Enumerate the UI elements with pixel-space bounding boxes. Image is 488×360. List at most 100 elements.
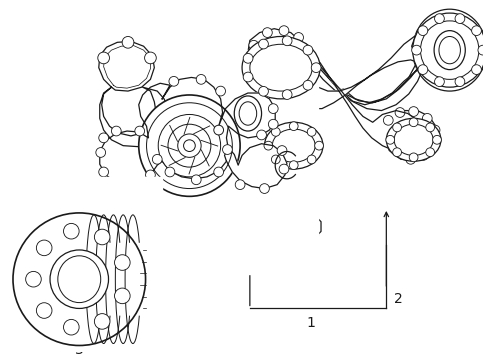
- Circle shape: [244, 229, 254, 238]
- Circle shape: [139, 95, 240, 196]
- Circle shape: [289, 122, 298, 131]
- Circle shape: [222, 145, 232, 154]
- Circle shape: [162, 113, 269, 221]
- Circle shape: [264, 141, 272, 150]
- Circle shape: [408, 118, 417, 127]
- Circle shape: [412, 13, 486, 87]
- Circle shape: [152, 154, 162, 164]
- Circle shape: [98, 52, 109, 64]
- Circle shape: [468, 37, 478, 47]
- Polygon shape: [99, 41, 154, 91]
- Circle shape: [117, 108, 129, 119]
- Circle shape: [47, 233, 105, 292]
- Polygon shape: [225, 87, 293, 138]
- Circle shape: [63, 224, 79, 239]
- Circle shape: [418, 39, 427, 49]
- Polygon shape: [247, 29, 308, 81]
- Circle shape: [165, 167, 174, 177]
- Polygon shape: [84, 50, 318, 274]
- Circle shape: [243, 72, 252, 82]
- Circle shape: [385, 135, 394, 144]
- Circle shape: [286, 71, 296, 80]
- Circle shape: [417, 26, 427, 36]
- Circle shape: [461, 22, 470, 32]
- Circle shape: [424, 21, 433, 31]
- Circle shape: [258, 39, 268, 49]
- Circle shape: [420, 55, 429, 65]
- Circle shape: [303, 45, 312, 55]
- Ellipse shape: [264, 122, 322, 169]
- Circle shape: [418, 150, 427, 160]
- Circle shape: [184, 136, 246, 198]
- Polygon shape: [100, 87, 169, 147]
- Circle shape: [99, 133, 108, 143]
- Circle shape: [303, 80, 312, 90]
- Circle shape: [301, 45, 311, 55]
- Circle shape: [114, 256, 128, 269]
- Circle shape: [69, 305, 83, 318]
- Circle shape: [96, 148, 105, 157]
- Circle shape: [411, 45, 421, 55]
- Polygon shape: [257, 21, 475, 111]
- Circle shape: [144, 52, 156, 64]
- Circle shape: [470, 26, 480, 36]
- Circle shape: [63, 319, 79, 335]
- Circle shape: [169, 76, 178, 86]
- Circle shape: [477, 45, 487, 55]
- Circle shape: [256, 130, 266, 140]
- Polygon shape: [100, 77, 275, 185]
- Ellipse shape: [10, 193, 142, 333]
- Circle shape: [445, 72, 455, 81]
- Circle shape: [243, 54, 252, 63]
- Ellipse shape: [431, 29, 466, 72]
- Circle shape: [282, 36, 291, 46]
- Circle shape: [470, 65, 480, 75]
- Circle shape: [145, 170, 155, 180]
- Polygon shape: [288, 27, 427, 109]
- Circle shape: [122, 36, 134, 48]
- Circle shape: [429, 125, 439, 135]
- Circle shape: [101, 221, 115, 235]
- Circle shape: [314, 141, 323, 150]
- Circle shape: [158, 114, 220, 177]
- Circle shape: [408, 107, 418, 116]
- Circle shape: [454, 77, 464, 86]
- Circle shape: [408, 153, 417, 162]
- Circle shape: [425, 123, 434, 132]
- Circle shape: [124, 178, 134, 188]
- Circle shape: [277, 146, 286, 156]
- Circle shape: [268, 104, 278, 113]
- Circle shape: [258, 86, 268, 96]
- Circle shape: [417, 65, 427, 75]
- Polygon shape: [113, 81, 205, 143]
- Text: 2: 2: [393, 292, 402, 306]
- Circle shape: [114, 288, 130, 304]
- Circle shape: [111, 126, 121, 136]
- Ellipse shape: [386, 118, 440, 161]
- Circle shape: [213, 125, 223, 135]
- Circle shape: [94, 229, 110, 245]
- Circle shape: [394, 108, 404, 117]
- Circle shape: [235, 180, 244, 189]
- Ellipse shape: [242, 36, 319, 99]
- Circle shape: [443, 16, 453, 26]
- Circle shape: [101, 290, 115, 304]
- Circle shape: [461, 67, 470, 76]
- Ellipse shape: [420, 17, 478, 83]
- Circle shape: [196, 75, 205, 84]
- Circle shape: [392, 123, 401, 132]
- Circle shape: [215, 86, 225, 96]
- Circle shape: [135, 126, 144, 136]
- Circle shape: [24, 256, 38, 269]
- Circle shape: [25, 271, 41, 287]
- Circle shape: [288, 224, 298, 233]
- Circle shape: [434, 77, 444, 86]
- Circle shape: [427, 141, 437, 150]
- Circle shape: [432, 135, 441, 144]
- Circle shape: [298, 63, 308, 73]
- Circle shape: [38, 290, 51, 304]
- Circle shape: [306, 127, 315, 136]
- Circle shape: [422, 113, 431, 123]
- Circle shape: [268, 119, 278, 129]
- Circle shape: [36, 240, 52, 256]
